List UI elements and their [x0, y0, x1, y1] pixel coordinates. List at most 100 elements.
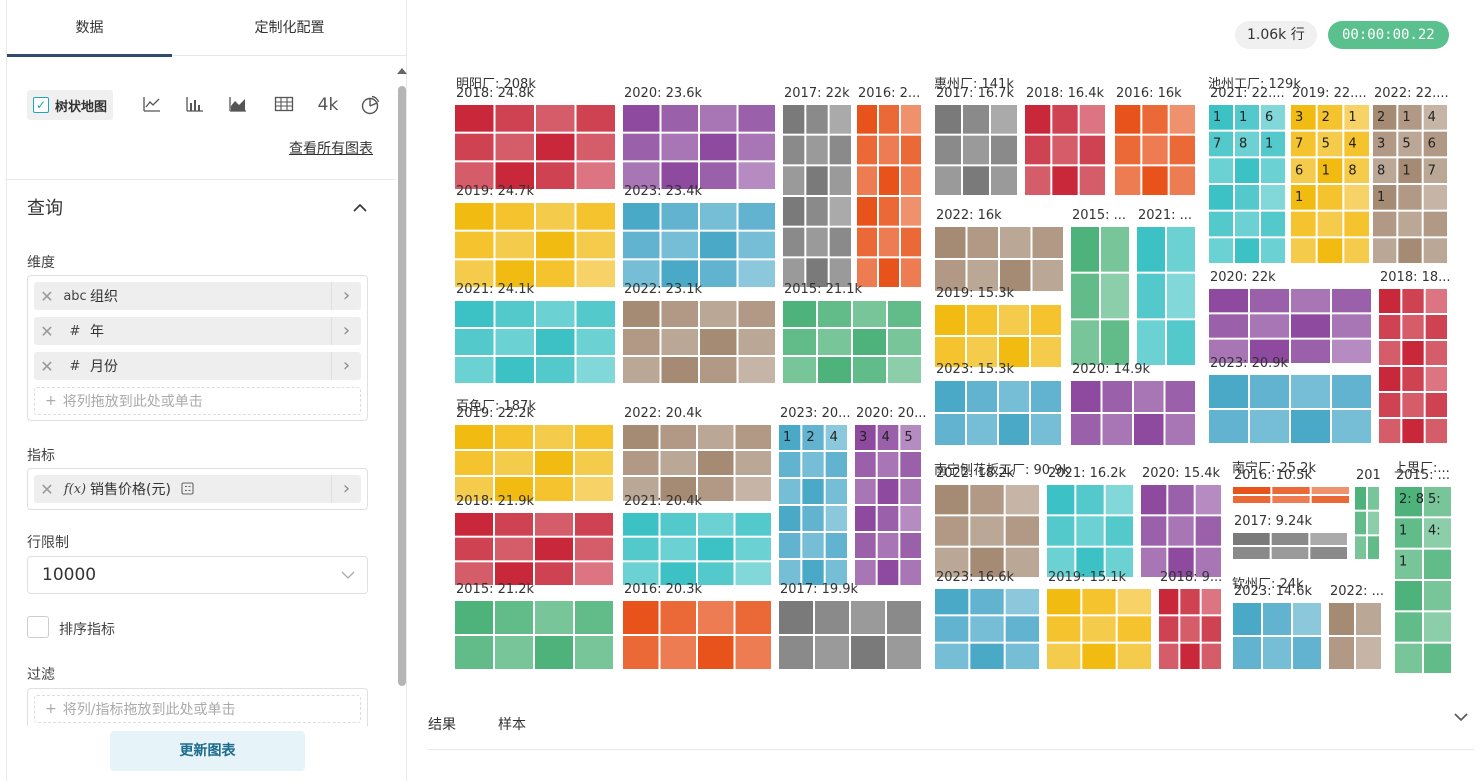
dimension-pill[interactable]: ✕ # 月份 › [34, 352, 361, 380]
treemap-cell[interactable] [623, 133, 660, 161]
treemap-cell[interactable] [967, 414, 997, 445]
treemap-cell[interactable] [935, 305, 965, 335]
treemap-cell[interactable] [877, 560, 899, 585]
treemap-cell[interactable] [700, 329, 737, 355]
treemap-cell[interactable] [877, 452, 899, 477]
treemap-cell[interactable] [1209, 131, 1233, 157]
treemap-cell[interactable] [1052, 105, 1078, 134]
treemap-cell[interactable] [700, 231, 737, 259]
treemap-cell[interactable] [825, 533, 847, 558]
treemap-cell[interactable] [1168, 547, 1194, 577]
treemap-cell[interactable] [1379, 393, 1401, 417]
treemap-cell[interactable] [1052, 166, 1078, 195]
treemap-cell[interactable] [806, 258, 828, 287]
treemap-cell[interactable] [900, 533, 921, 558]
treemap-cell[interactable] [738, 301, 776, 327]
treemap-cell[interactable] [735, 636, 772, 669]
treemap-cell[interactable] [1425, 367, 1447, 391]
treemap-cell[interactable] [1167, 227, 1195, 272]
treemap-cell[interactable] [829, 135, 851, 165]
treemap-cell[interactable] [1169, 135, 1195, 165]
treemap-cell[interactable] [1344, 158, 1369, 183]
treemap-cell[interactable] [1105, 516, 1133, 546]
treemap-cell[interactable] [1272, 487, 1310, 494]
treemap-cell[interactable] [576, 329, 616, 355]
treemap-cell[interactable] [623, 513, 659, 536]
treemap-cell[interactable] [1169, 166, 1195, 195]
treemap-cell[interactable] [1310, 547, 1347, 559]
treemap-cell[interactable] [495, 477, 533, 501]
treemap-cell[interactable] [829, 197, 851, 226]
treemap-cell[interactable] [901, 227, 921, 257]
treemap-cell[interactable] [963, 166, 989, 195]
treemap-cell[interactable] [1005, 547, 1039, 577]
treemap-cell[interactable] [1317, 211, 1343, 237]
treemap-group-label[interactable]: 明阳厂: 208k [456, 77, 536, 92]
treemap-cell[interactable] [1025, 135, 1051, 165]
tab-results[interactable]: 结果 [428, 717, 456, 733]
treemap-cell[interactable] [536, 357, 575, 383]
treemap-cell[interactable] [857, 258, 877, 287]
treemap-cell[interactable] [455, 105, 494, 132]
treemap-cell[interactable] [991, 166, 1017, 195]
treemap-cell[interactable] [1117, 643, 1151, 669]
treemap-cell[interactable] [661, 133, 699, 161]
treemap-cell[interactable] [495, 513, 533, 536]
treemap-cell[interactable] [623, 425, 659, 449]
treemap-cell[interactable] [1159, 643, 1179, 669]
treemap-cell[interactable] [935, 260, 966, 291]
treemap-cell[interactable] [735, 451, 772, 475]
treemap-cell[interactable] [1235, 185, 1259, 210]
treemap-cell[interactable] [1047, 547, 1075, 577]
treemap-cell[interactable] [935, 589, 969, 615]
treemap-cell[interactable] [1355, 487, 1366, 510]
treemap-cell[interactable] [1134, 414, 1164, 445]
treemap-cell[interactable] [700, 301, 737, 327]
treemap-cell[interactable] [783, 329, 816, 355]
treemap-cell[interactable] [991, 105, 1017, 134]
treemap-cell[interactable] [1398, 185, 1422, 210]
treemap-cell[interactable] [1395, 612, 1422, 642]
treemap-cell[interactable] [1137, 273, 1165, 319]
treemap-cell[interactable] [1115, 135, 1141, 165]
treemap-cell[interactable] [698, 513, 734, 536]
treemap-cell[interactable] [1379, 419, 1401, 443]
treemap-cell[interactable] [1031, 305, 1061, 335]
treemap-cell[interactable] [783, 197, 805, 226]
remove-icon[interactable]: ✕ [40, 479, 54, 499]
treemap-cell[interactable] [779, 636, 813, 669]
treemap-cell[interactable] [901, 197, 921, 226]
treemap-cell[interactable] [1005, 485, 1039, 515]
treemap-cell[interactable] [1293, 603, 1321, 635]
filter-drop-zone[interactable]: + 将列/指标拖放到此处或单击 [34, 695, 361, 723]
treemap-cell[interactable] [1005, 516, 1039, 546]
treemap-cell[interactable] [1209, 289, 1248, 313]
treemap-cell[interactable] [1332, 289, 1371, 313]
treemap-cell[interactable] [623, 260, 660, 287]
treemap-cell[interactable] [575, 513, 613, 536]
treemap-cell[interactable] [1076, 547, 1104, 577]
treemap-cell[interactable] [967, 381, 997, 412]
treemap-cell[interactable] [1142, 105, 1168, 134]
dimension-drop-zone[interactable]: + 将列拖放到此处或单击 [34, 387, 361, 415]
treemap-cell[interactable] [825, 479, 847, 504]
treemap-cell[interactable] [1423, 105, 1447, 130]
viz-treemap-selected[interactable]: ✓ 树状地图 [27, 90, 114, 120]
treemap-cell[interactable] [829, 227, 851, 257]
treemap-cell[interactable] [1169, 105, 1195, 134]
treemap-cell[interactable] [815, 601, 849, 634]
treemap-cell[interactable] [857, 166, 877, 195]
treemap-cell[interactable] [535, 425, 573, 449]
treemap-cell[interactable] [1250, 410, 1289, 443]
treemap-cell[interactable] [1235, 158, 1259, 183]
treemap-cell[interactable] [1195, 485, 1221, 515]
treemap-cell[interactable] [825, 425, 847, 450]
treemap-cell[interactable] [536, 203, 575, 230]
treemap-cell[interactable] [901, 166, 921, 195]
treemap-cell[interactable] [1235, 238, 1259, 263]
treemap-cell[interactable] [963, 135, 989, 165]
treemap-cell[interactable] [575, 425, 613, 449]
treemap-cell[interactable] [1250, 289, 1289, 313]
treemap-cell[interactable] [1005, 616, 1039, 642]
treemap-cell[interactable] [1165, 414, 1196, 445]
